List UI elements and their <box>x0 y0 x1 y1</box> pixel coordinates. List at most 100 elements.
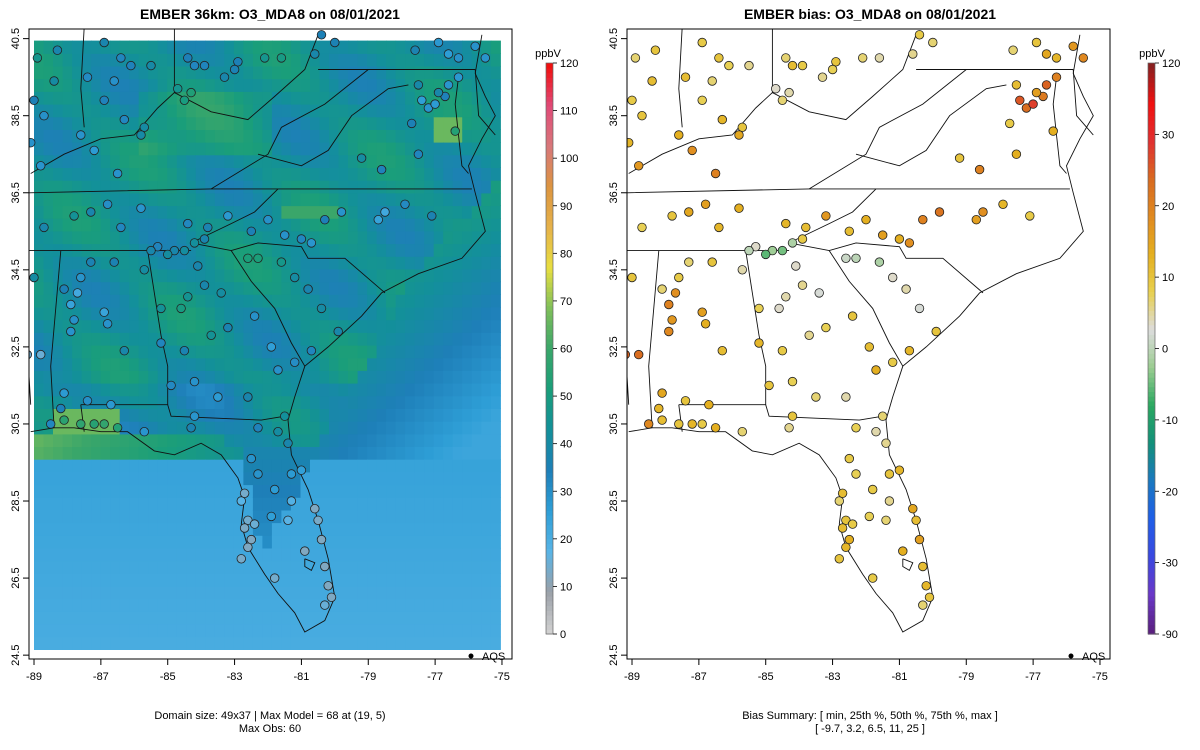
grid-cell <box>62 370 73 384</box>
grid-cell <box>414 421 425 435</box>
grid-cell <box>34 154 45 168</box>
grid-cell <box>300 509 311 524</box>
grid-cell <box>310 547 321 562</box>
grid-cell <box>186 611 197 625</box>
aqs-monitor-marker <box>236 496 247 506</box>
grid-cell <box>443 294 454 308</box>
grid-cell <box>367 306 378 321</box>
aqs-monitor-marker <box>199 60 210 71</box>
grid-cell <box>329 509 340 524</box>
grid-cell <box>424 535 435 549</box>
grid-cell <box>376 281 387 295</box>
colorbar-segment <box>1148 86 1155 93</box>
grid-cell <box>329 459 340 473</box>
grid-cell <box>290 129 301 143</box>
colorbar-segment <box>1148 538 1155 545</box>
grid-cell <box>186 319 197 333</box>
colorbar-segment <box>546 443 553 450</box>
grid-cell <box>157 547 168 562</box>
aqs-monitor-marker <box>443 80 454 90</box>
grid-cell <box>462 104 473 118</box>
grid-cell <box>386 345 397 359</box>
grid-cell <box>53 142 64 156</box>
grid-cell <box>433 421 444 435</box>
aqs-monitor-marker <box>102 199 113 210</box>
grid-cell <box>176 294 187 308</box>
grid-cell <box>43 611 54 625</box>
grid-cell <box>281 192 292 207</box>
grid-cell <box>62 547 73 562</box>
grid-cell <box>252 154 263 168</box>
grid-cell <box>376 65 387 80</box>
colorbar-segment <box>1148 567 1155 573</box>
colorbar-segment <box>1148 510 1155 516</box>
grid-cell <box>329 306 340 321</box>
colorbar-segment <box>1148 91 1155 97</box>
grid-cell <box>91 370 102 384</box>
grid-cell <box>195 497 206 511</box>
aqs-bias-marker <box>697 307 707 317</box>
aqs-monitor-marker <box>86 257 96 267</box>
grid-cell <box>72 497 83 511</box>
grid-cell <box>224 345 235 359</box>
colorbar-tick-label: 10 <box>560 581 572 593</box>
aqs-monitor-marker <box>99 307 109 317</box>
boundary-line <box>678 29 683 128</box>
grid-cell <box>310 522 321 536</box>
colorbar-tick-label: 30 <box>1162 129 1174 141</box>
grid-cell <box>186 459 197 473</box>
grid-cell <box>138 268 149 283</box>
grid-cell <box>405 585 416 600</box>
grid-cell <box>290 408 301 422</box>
grid-cell <box>386 142 397 156</box>
grid-cell <box>357 636 368 650</box>
colorbar-segment <box>546 101 553 107</box>
colorbar-segment <box>1148 229 1155 235</box>
colorbar-segment <box>546 557 553 564</box>
grid-cell <box>348 256 359 270</box>
grid-cell <box>157 459 168 473</box>
aqs-monitor-marker <box>59 388 69 398</box>
boundary-line <box>50 250 62 428</box>
grid-cell <box>214 446 225 460</box>
aqs-bias-marker <box>657 388 667 398</box>
grid-cell <box>81 129 92 143</box>
grid-cell <box>119 357 130 371</box>
aqs-monitor-marker <box>239 523 250 533</box>
aqs-bias-marker <box>811 392 821 402</box>
boundary-line <box>30 34 496 633</box>
aqs-monitor-marker <box>183 292 193 302</box>
grid-cell <box>462 497 473 511</box>
colorbar-segment <box>1148 505 1155 511</box>
grid-cell <box>91 294 102 308</box>
aqs-monitor-marker <box>270 573 280 583</box>
grid-cell <box>271 332 282 346</box>
grid-cell <box>72 611 83 625</box>
grid-cell <box>243 218 254 232</box>
grid-cell <box>376 268 387 283</box>
boundary-line <box>304 558 316 572</box>
grid-cell <box>243 281 254 295</box>
grid-cell <box>395 585 406 600</box>
grid-cell <box>376 332 387 346</box>
colorbar-segment <box>546 391 553 397</box>
colorbar-segment <box>1148 153 1155 159</box>
grid-cell <box>195 104 206 118</box>
grid-cell <box>424 370 435 384</box>
grid-cell <box>329 78 340 92</box>
grid-cell <box>148 306 159 321</box>
grid-cell <box>462 383 473 397</box>
grid-cell <box>81 585 92 600</box>
grid-cell <box>357 357 368 371</box>
grid-cell <box>195 383 206 397</box>
grid-cell <box>357 91 368 105</box>
aqs-bias-marker <box>871 365 881 375</box>
grid-cell <box>424 53 435 67</box>
grid-cell <box>167 357 178 371</box>
grid-cell <box>367 560 378 574</box>
grid-cell <box>224 230 235 245</box>
grid-cell <box>43 598 54 612</box>
colorbar-segment <box>546 177 553 183</box>
grid-cell <box>148 294 159 308</box>
colorbar-segment <box>1148 548 1155 554</box>
